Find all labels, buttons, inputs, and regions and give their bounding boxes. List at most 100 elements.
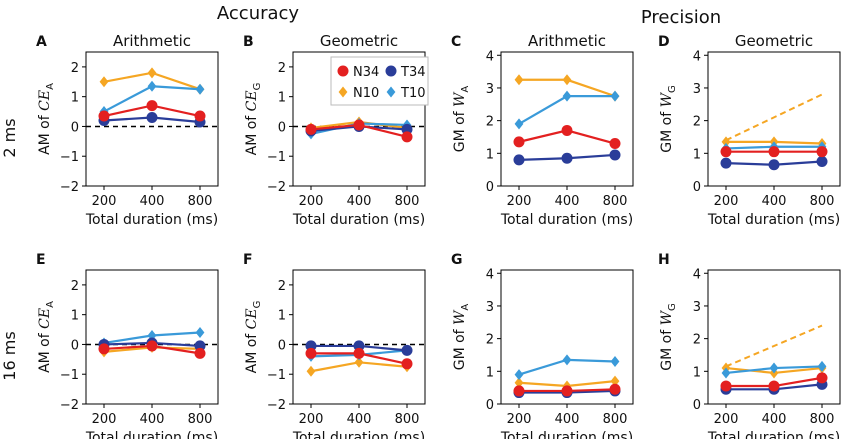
xtick-label-c: 800	[603, 194, 628, 209]
point-h-n34	[816, 372, 828, 384]
point-a-n10	[99, 76, 109, 88]
xlabel-h: Total duration (ms)	[707, 430, 840, 439]
xtick-label-a: 800	[188, 194, 213, 209]
xtick-label-d: 400	[762, 194, 787, 209]
point-a-t34	[146, 112, 158, 124]
xlabel-g: Total duration (ms)	[500, 430, 633, 439]
legend-marker-n34	[337, 65, 349, 77]
point-d-n34	[720, 146, 732, 158]
point-h-t10	[769, 362, 779, 374]
reference-line-d	[725, 93, 823, 142]
ytick-label-g: 3	[486, 300, 494, 315]
xtick-label-e: 200	[92, 412, 117, 427]
point-c-n10	[514, 74, 524, 86]
point-g-n10	[610, 375, 620, 387]
point-d-t34	[720, 157, 732, 169]
point-a-n10	[147, 67, 157, 79]
point-c-n34	[561, 124, 573, 136]
panel-letter-f: F	[243, 252, 253, 268]
xtick-label-h: 400	[762, 412, 787, 427]
reference-line-h	[725, 324, 823, 368]
point-f-n10	[306, 365, 316, 377]
xtick-label-f: 400	[347, 412, 372, 427]
point-c-t10	[562, 90, 572, 102]
ytick-label-a: −1	[60, 150, 79, 165]
legend-label-t34: T34	[400, 65, 425, 80]
panel-f: F −2 −1 0 1 2 200 400 800 Total duration (ms) AM o…	[243, 252, 426, 439]
xtick-label-f: 200	[299, 412, 324, 427]
ytick-label-f: 2	[278, 279, 286, 294]
panel-b: B Geometric −2 −1 0 1 2 200 400 800 Total duration…	[243, 32, 426, 228]
xlabel-f: Total duration (ms)	[292, 430, 425, 439]
ytick-label-h: 2	[693, 333, 701, 348]
xtick-label-d: 800	[810, 194, 835, 209]
panel-title-c: Arithmetic	[528, 32, 606, 50]
ytick-label-b: 2	[278, 61, 286, 76]
xtick-label-a: 400	[140, 194, 165, 209]
legend-marker-t34	[385, 65, 397, 77]
xtick-label-b: 800	[395, 194, 420, 209]
ytick-label-f: −1	[267, 368, 286, 383]
panel-a: A Arithmetic −2 −1 0 1 2 200 400 800 Total duratio…	[36, 32, 219, 228]
point-b-n34	[401, 131, 413, 143]
point-h-n34	[768, 380, 780, 392]
ytick-label-b: 1	[278, 91, 286, 106]
xtick-label-g: 200	[507, 412, 532, 427]
legend-label-n10: N10	[353, 86, 379, 101]
point-g-t10	[610, 356, 620, 368]
ytick-label-c: 1	[486, 147, 494, 162]
panel-d: D Geometric 0 1 2 3 4 200 400 800 Total duration (…	[658, 32, 841, 228]
ytick-label-c: 0	[486, 180, 494, 195]
panel-letter-h: H	[658, 252, 670, 268]
panel-h: H 0 1 2 3 4 200 400 800 Total duration (ms) GM of …	[658, 252, 841, 439]
ytick-label-c: 3	[486, 82, 494, 97]
point-h-t10	[817, 360, 827, 372]
ylabel-d: GM of WG	[659, 85, 678, 152]
ytick-label-c: 2	[486, 115, 494, 130]
ytick-label-a: 1	[71, 91, 79, 106]
panel-title-b: Geometric	[320, 32, 398, 50]
ytick-label-d: 1	[693, 147, 701, 162]
xtick-label-f: 800	[395, 412, 420, 427]
panel-letter-c: C	[451, 34, 461, 50]
xtick-label-c: 200	[507, 194, 532, 209]
point-a-t10	[195, 83, 205, 95]
ytick-label-b: −2	[267, 180, 286, 195]
ylabel-f: AM of CEG	[244, 301, 263, 374]
point-f-n34	[353, 347, 365, 359]
point-a-t10	[147, 80, 157, 92]
point-c-t10	[610, 90, 620, 102]
point-a-n34	[146, 100, 158, 112]
panel-title-d: Geometric	[735, 32, 813, 50]
ytick-label-e: 2	[71, 279, 79, 294]
ytick-label-h: 4	[693, 267, 701, 282]
panel-letter-d: D	[658, 34, 670, 50]
point-a-n34	[98, 110, 110, 122]
ytick-label-g: 0	[486, 398, 494, 413]
ytick-label-f: 1	[278, 309, 286, 324]
point-e-n34	[98, 343, 110, 355]
xtick-label-g: 800	[603, 412, 628, 427]
point-f-n34	[401, 358, 413, 370]
xlabel-a: Total duration (ms)	[85, 212, 218, 228]
point-c-n34	[609, 138, 621, 150]
legend: N34 T34 N10 T10	[330, 56, 429, 106]
legend-box	[330, 56, 429, 106]
ytick-label-h: 1	[693, 365, 701, 380]
ylabel-g: GM of WA	[452, 304, 471, 371]
ytick-label-e: −1	[60, 368, 79, 383]
point-g-n34	[513, 385, 525, 397]
point-g-n10	[514, 377, 524, 389]
xtick-label-e: 800	[188, 412, 213, 427]
ylabel-a: AM of CEA	[37, 83, 56, 155]
point-c-t34	[561, 152, 573, 164]
xtick-label-h: 800	[810, 412, 835, 427]
point-h-t10	[721, 367, 731, 379]
axes-frame-f	[292, 269, 426, 405]
ytick-label-h: 3	[693, 300, 701, 315]
xtick-label-d: 200	[714, 194, 739, 209]
ylabel-h: GM of WG	[659, 303, 678, 370]
point-b-n34	[305, 123, 317, 135]
accuracy-header: Accuracy	[217, 3, 300, 24]
